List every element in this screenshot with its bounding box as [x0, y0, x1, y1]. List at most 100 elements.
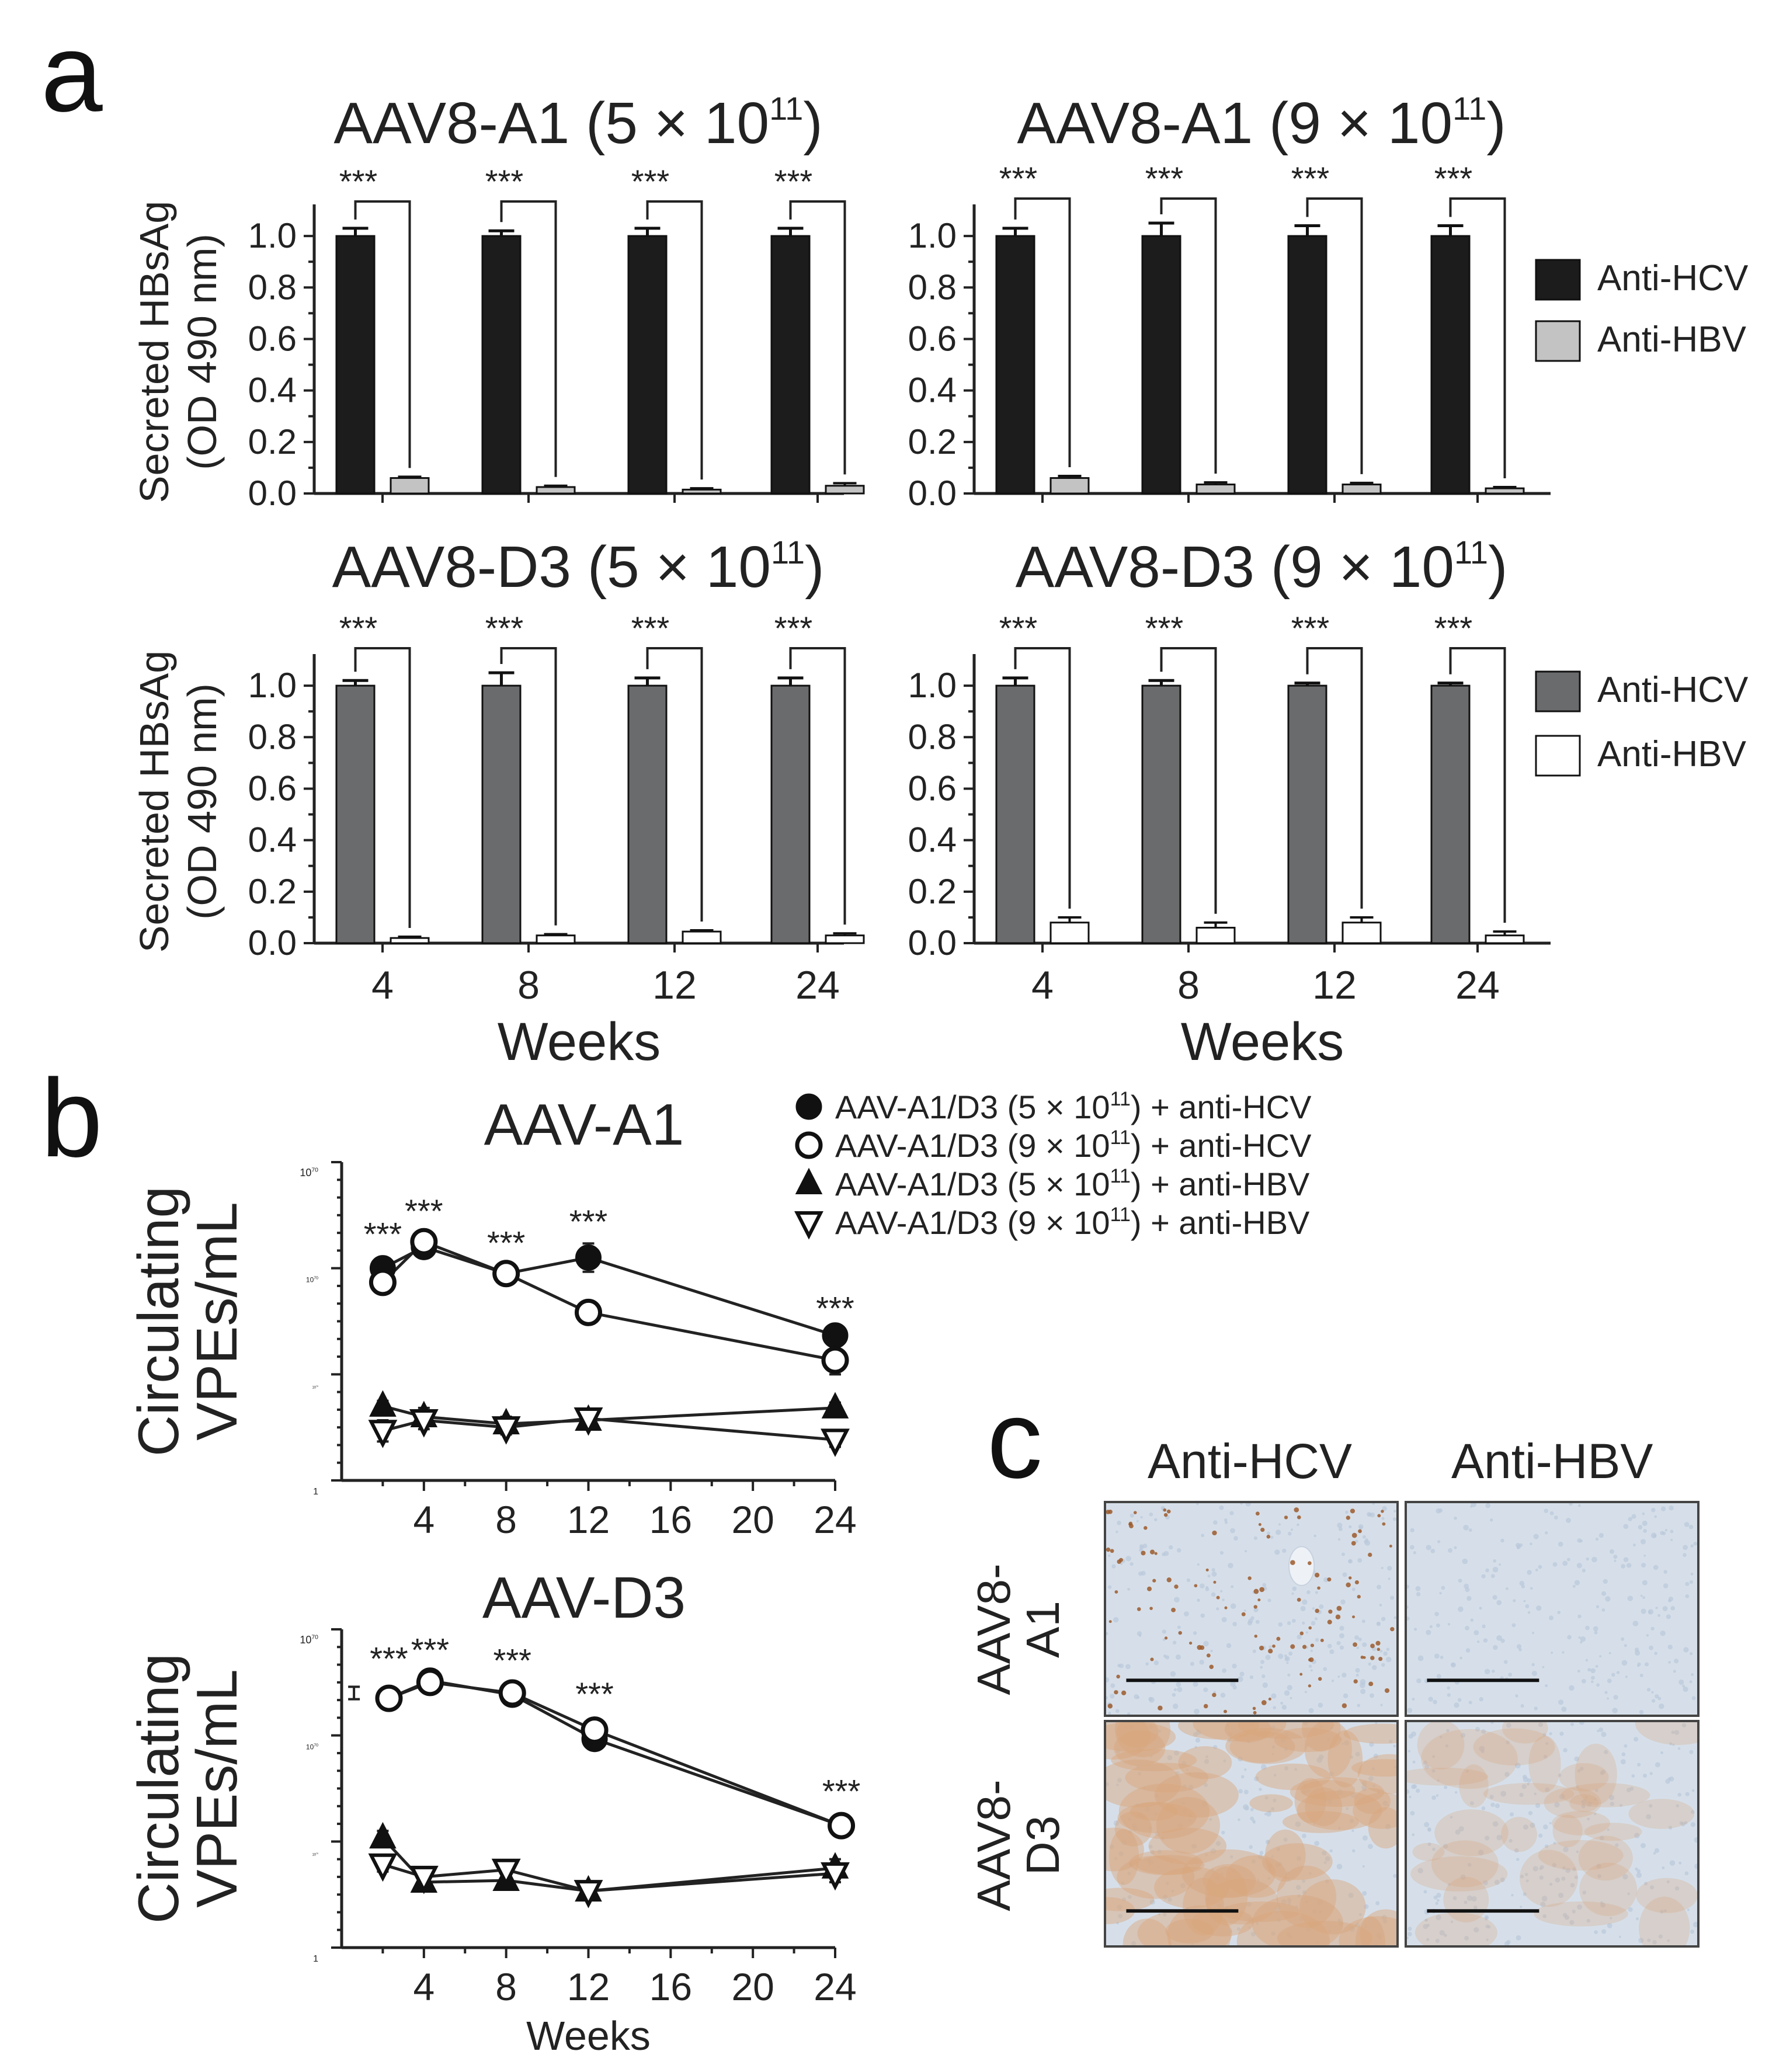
mic2-stain-patch: [1111, 1749, 1197, 1772]
mic2-cell: [1302, 1789, 1308, 1795]
a-top-right-sig-label: ***: [999, 160, 1037, 197]
mic3-stain-patch: [1414, 1912, 1497, 1945]
row-label-aav8-a1-line2: A1: [1017, 1601, 1069, 1658]
mic0-cell: [1207, 1574, 1211, 1578]
a-bottom-left-sig-label: ***: [631, 610, 669, 646]
mic2-cell: [1276, 1847, 1281, 1851]
mic0-cell: [1190, 1661, 1195, 1666]
mic3-cell: [1490, 1802, 1495, 1807]
mic0-cell: [1389, 1595, 1395, 1600]
mic0-cell: [1381, 1517, 1385, 1520]
mic2-cell: [1240, 1775, 1245, 1779]
mic3-cell: [1485, 1915, 1489, 1920]
mic0-stained-nucleus: [1328, 1609, 1333, 1614]
b-top-ytick-label-exp: 70: [314, 1277, 318, 1281]
mic0-cell: [1370, 1512, 1375, 1518]
mic1-cell: [1470, 1505, 1473, 1508]
mic0-cell: [1310, 1649, 1313, 1652]
mic0-cell: [1140, 1515, 1143, 1519]
mic2-stain-patch: [1202, 1864, 1256, 1898]
mic2-cell: [1295, 1905, 1299, 1908]
mic0-cell: [1211, 1592, 1216, 1597]
mic2-stain-patch: [1114, 1722, 1171, 1757]
b-legend-label-2-prefix: AAV-A1/D3 (5 × 10: [835, 1166, 1110, 1202]
mic3-cell: [1677, 1747, 1681, 1750]
mic2-cell: [1167, 1897, 1172, 1902]
mic1-cell: [1523, 1600, 1526, 1602]
a-bottom-right-bar-hbv: [1485, 934, 1525, 944]
mic3-cell: [1485, 1924, 1489, 1928]
mic3-cell: [1506, 1939, 1511, 1945]
mic2-stain-patch: [1221, 1901, 1301, 1922]
mic2-cell: [1188, 1785, 1194, 1791]
mic2-cell: [1155, 1812, 1158, 1816]
mic3-cell: [1581, 1804, 1586, 1809]
mic1-cell: [1578, 1504, 1581, 1507]
mic3-cell: [1582, 1890, 1587, 1895]
mic1-cell: [1492, 1566, 1499, 1573]
mic1-cell: [1457, 1698, 1462, 1702]
mic1-cell: [1624, 1644, 1627, 1647]
mic3-cell: [1629, 1786, 1634, 1791]
mic2-cell: [1118, 1851, 1124, 1857]
mic1-cell: [1587, 1668, 1591, 1672]
a-top-left-sig-label: ***: [631, 163, 669, 200]
mic1-cell: [1598, 1533, 1604, 1538]
mic0-cell: [1337, 1538, 1341, 1541]
mic3-cell: [1431, 1769, 1436, 1773]
mic3-cell: [1432, 1847, 1436, 1851]
mic1-cell: [1590, 1680, 1594, 1684]
mic2-cell: [1246, 1901, 1252, 1907]
mic3-cell: [1654, 1848, 1660, 1853]
mic2-cell: [1155, 1794, 1159, 1798]
a-bottom-right-ytick-label: 1.0: [908, 666, 957, 705]
mic2-cell: [1258, 1854, 1263, 1859]
mic2-cell: [1132, 1823, 1137, 1828]
mic0-cell: [1253, 1607, 1259, 1612]
mic2-cell: [1128, 1862, 1134, 1867]
a-bottom-right-sig-label: ***: [1145, 610, 1183, 646]
mic2-cell: [1351, 1849, 1356, 1853]
mic1-cell: [1572, 1584, 1576, 1588]
mic2-cell: [1375, 1901, 1380, 1906]
a-top-right-bar-hcv: [1141, 235, 1181, 495]
mic2-cell: [1177, 1823, 1183, 1829]
mic2-cell: [1314, 1841, 1319, 1846]
mic3-cell: [1444, 1934, 1447, 1937]
mic2-cell: [1296, 1856, 1302, 1861]
mic1-cell: [1413, 1551, 1416, 1555]
mic0-cell: [1173, 1597, 1180, 1603]
mic0-stained-nucleus: [1205, 1568, 1209, 1572]
legend-top-anti-hcv-swatch: [1535, 259, 1581, 301]
mic1-cell: [1561, 1706, 1567, 1712]
mic3-cell: [1424, 1918, 1429, 1922]
mic1-cell: [1569, 1503, 1573, 1506]
mic1-cell: [1473, 1630, 1479, 1636]
mic3-cell: [1586, 1918, 1590, 1923]
mic0-stained-nucleus: [1174, 1584, 1179, 1589]
mic1-cell: [1426, 1629, 1431, 1635]
mic1-cell: [1496, 1635, 1502, 1641]
b-top-point-3: [491, 1416, 521, 1445]
mic0-cell: [1339, 1633, 1345, 1639]
b-bottom-ytick-label: 1070: [306, 1743, 318, 1751]
mic2-cell: [1367, 1844, 1373, 1849]
mic2-cell: [1319, 1725, 1323, 1729]
mic0-stained-nucleus: [1154, 1552, 1158, 1555]
mic3-cell: [1528, 1810, 1533, 1816]
mic1-cell: [1544, 1531, 1548, 1535]
mic2-stain-patch: [1165, 1918, 1214, 1944]
b-bottom-point-3: [491, 1858, 521, 1887]
mic1-cell: [1454, 1546, 1457, 1549]
mic0-stained-nucleus: [1149, 1607, 1153, 1610]
mic0-cell: [1139, 1548, 1143, 1552]
mic1-cell: [1657, 1696, 1662, 1701]
mic3-cell: [1417, 1868, 1423, 1873]
mic3-stain-patch: [1473, 1728, 1555, 1766]
mic0-stained-nucleus: [1294, 1507, 1299, 1513]
mic3-cell: [1689, 1750, 1694, 1754]
a-bottom-left-bar-hbv: [390, 937, 430, 944]
mic0-stained-nucleus: [1268, 1649, 1273, 1654]
b-bottom-point-1: [375, 1684, 403, 1712]
mic3-stain-patch: [1639, 1896, 1690, 1945]
